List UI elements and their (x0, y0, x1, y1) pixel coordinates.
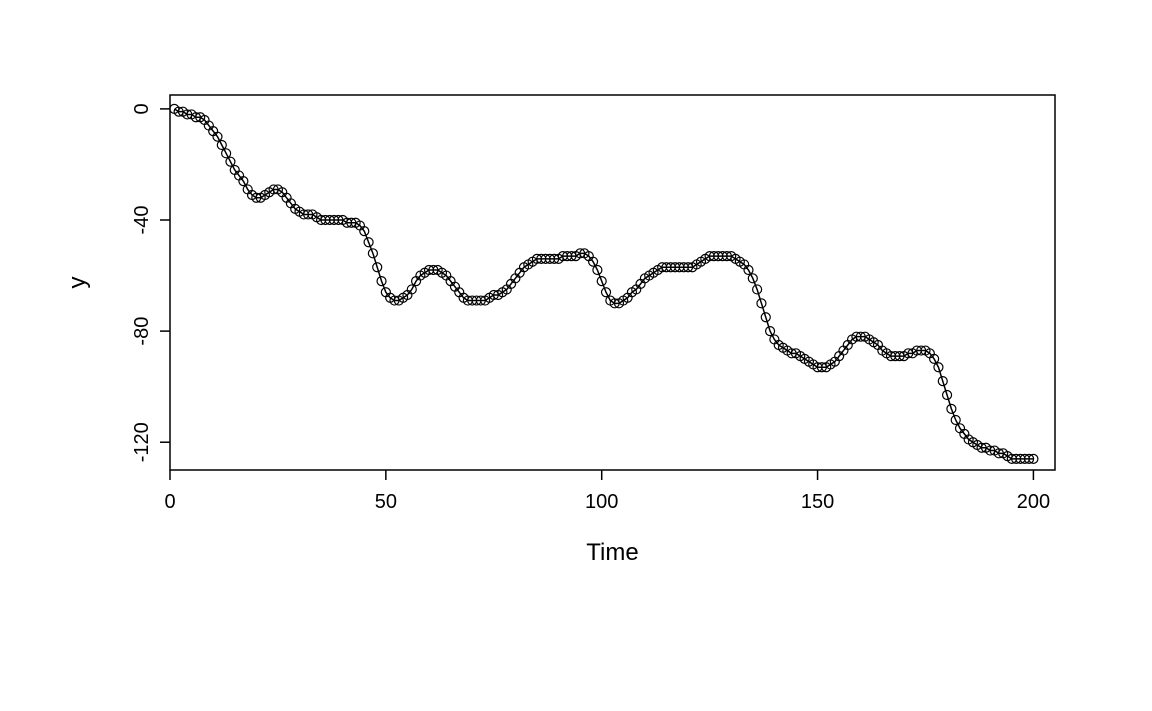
chart-svg: 0 50 100 150 200 -120 -80 -40 0 Time y (0, 0, 1152, 711)
x-tick-label: 100 (585, 491, 618, 513)
y-tick-label: -80 (131, 317, 153, 346)
x-tick-label: 150 (801, 491, 834, 513)
x-tick-label: 0 (164, 491, 175, 513)
timeseries-chart: 0 50 100 150 200 -120 -80 -40 0 Time y (0, 0, 1152, 711)
x-axis-label: Time (586, 539, 638, 566)
y-tick-label: -120 (131, 422, 153, 462)
y-axis-label: y (64, 277, 91, 289)
y-tick-label: 0 (131, 103, 153, 114)
y-tick-label: -40 (131, 206, 153, 235)
x-tick-label: 200 (1017, 491, 1050, 513)
x-tick-label: 50 (375, 491, 397, 513)
